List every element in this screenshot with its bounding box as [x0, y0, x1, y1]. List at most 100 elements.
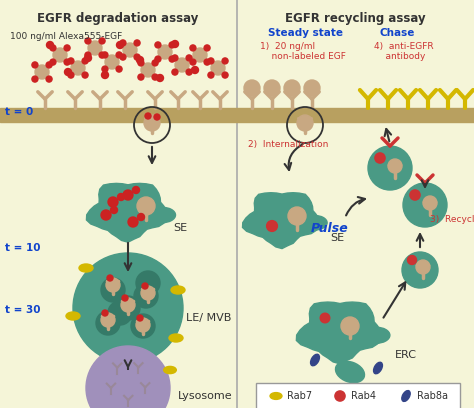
Circle shape: [82, 72, 88, 78]
Text: t = 0: t = 0: [5, 107, 33, 117]
Circle shape: [222, 58, 228, 64]
Text: SE: SE: [173, 223, 187, 233]
Text: Rab7: Rab7: [287, 391, 312, 401]
Circle shape: [101, 210, 111, 220]
Circle shape: [108, 197, 118, 207]
Circle shape: [222, 72, 228, 78]
Bar: [0, 108, 237, 122]
Circle shape: [134, 284, 158, 308]
Circle shape: [136, 318, 150, 332]
Circle shape: [133, 186, 139, 193]
Circle shape: [64, 59, 70, 65]
Circle shape: [172, 69, 178, 75]
Circle shape: [137, 315, 143, 321]
Circle shape: [32, 76, 38, 82]
Circle shape: [211, 61, 225, 75]
Circle shape: [169, 42, 175, 48]
Circle shape: [204, 45, 210, 51]
Text: EGFR degradation assay: EGFR degradation assay: [37, 12, 199, 25]
Circle shape: [32, 62, 38, 68]
Circle shape: [106, 278, 120, 292]
FancyBboxPatch shape: [256, 383, 460, 408]
Circle shape: [102, 66, 108, 72]
Circle shape: [137, 213, 145, 220]
Circle shape: [388, 159, 402, 173]
Circle shape: [85, 52, 91, 58]
Ellipse shape: [362, 327, 390, 344]
Text: 1)  20 ng/ml
    non-labeled EGF: 1) 20 ng/ml non-labeled EGF: [260, 42, 346, 61]
Circle shape: [190, 59, 196, 65]
Circle shape: [335, 391, 345, 401]
Circle shape: [155, 42, 161, 48]
Circle shape: [142, 283, 148, 289]
Circle shape: [82, 58, 88, 64]
Text: LE/ MVB: LE/ MVB: [186, 313, 231, 323]
Circle shape: [190, 45, 196, 51]
Circle shape: [304, 80, 320, 96]
Text: ERC: ERC: [395, 350, 417, 360]
Circle shape: [204, 59, 210, 65]
Circle shape: [116, 296, 140, 320]
Circle shape: [128, 217, 138, 227]
Circle shape: [403, 183, 447, 227]
Bar: [237, 108, 474, 122]
Text: Chase: Chase: [380, 28, 415, 38]
Ellipse shape: [302, 215, 327, 230]
Circle shape: [144, 115, 160, 131]
Circle shape: [35, 65, 49, 79]
Circle shape: [64, 45, 70, 51]
Text: 100 ng/ml Alexa555-EGF: 100 ng/ml Alexa555-EGF: [10, 32, 122, 41]
Circle shape: [208, 58, 214, 64]
Text: 2)  Internalization: 2) Internalization: [248, 140, 328, 149]
Circle shape: [141, 286, 155, 300]
Text: t = 30: t = 30: [5, 305, 40, 315]
Text: Rab4: Rab4: [351, 391, 376, 401]
Circle shape: [186, 69, 192, 75]
Circle shape: [73, 253, 183, 363]
Circle shape: [123, 190, 133, 200]
Circle shape: [64, 69, 72, 75]
Circle shape: [99, 52, 105, 58]
Circle shape: [101, 71, 109, 78]
Circle shape: [145, 113, 151, 119]
Text: Pulse: Pulse: [311, 222, 349, 235]
Circle shape: [244, 80, 260, 96]
Circle shape: [108, 301, 132, 325]
Circle shape: [46, 76, 52, 82]
Circle shape: [68, 58, 74, 64]
Circle shape: [101, 313, 115, 327]
Circle shape: [53, 48, 67, 62]
Circle shape: [284, 80, 300, 96]
Circle shape: [155, 56, 161, 62]
Text: Rab8a: Rab8a: [417, 391, 448, 401]
Circle shape: [107, 275, 113, 281]
Circle shape: [172, 55, 178, 61]
Ellipse shape: [66, 312, 80, 320]
Circle shape: [46, 62, 52, 68]
Polygon shape: [243, 193, 320, 248]
Ellipse shape: [336, 361, 365, 383]
Circle shape: [134, 40, 140, 46]
Ellipse shape: [164, 366, 176, 374]
Ellipse shape: [402, 390, 410, 401]
Circle shape: [320, 313, 330, 323]
Circle shape: [131, 314, 155, 338]
Circle shape: [172, 40, 179, 47]
Circle shape: [402, 252, 438, 288]
Circle shape: [116, 52, 122, 58]
Text: Steady state: Steady state: [268, 28, 343, 38]
Circle shape: [191, 67, 199, 73]
Circle shape: [156, 75, 164, 82]
Circle shape: [158, 45, 172, 59]
Ellipse shape: [374, 362, 383, 374]
Circle shape: [123, 43, 137, 57]
Circle shape: [102, 52, 108, 58]
Text: SE: SE: [330, 233, 344, 243]
Circle shape: [169, 56, 175, 62]
Circle shape: [96, 311, 120, 335]
Polygon shape: [86, 183, 168, 242]
Circle shape: [410, 190, 420, 200]
Circle shape: [138, 60, 144, 66]
Text: 4)  anti-EGFR
    antibody: 4) anti-EGFR antibody: [374, 42, 434, 61]
Text: EGFR recycling assay: EGFR recycling assay: [285, 12, 425, 25]
